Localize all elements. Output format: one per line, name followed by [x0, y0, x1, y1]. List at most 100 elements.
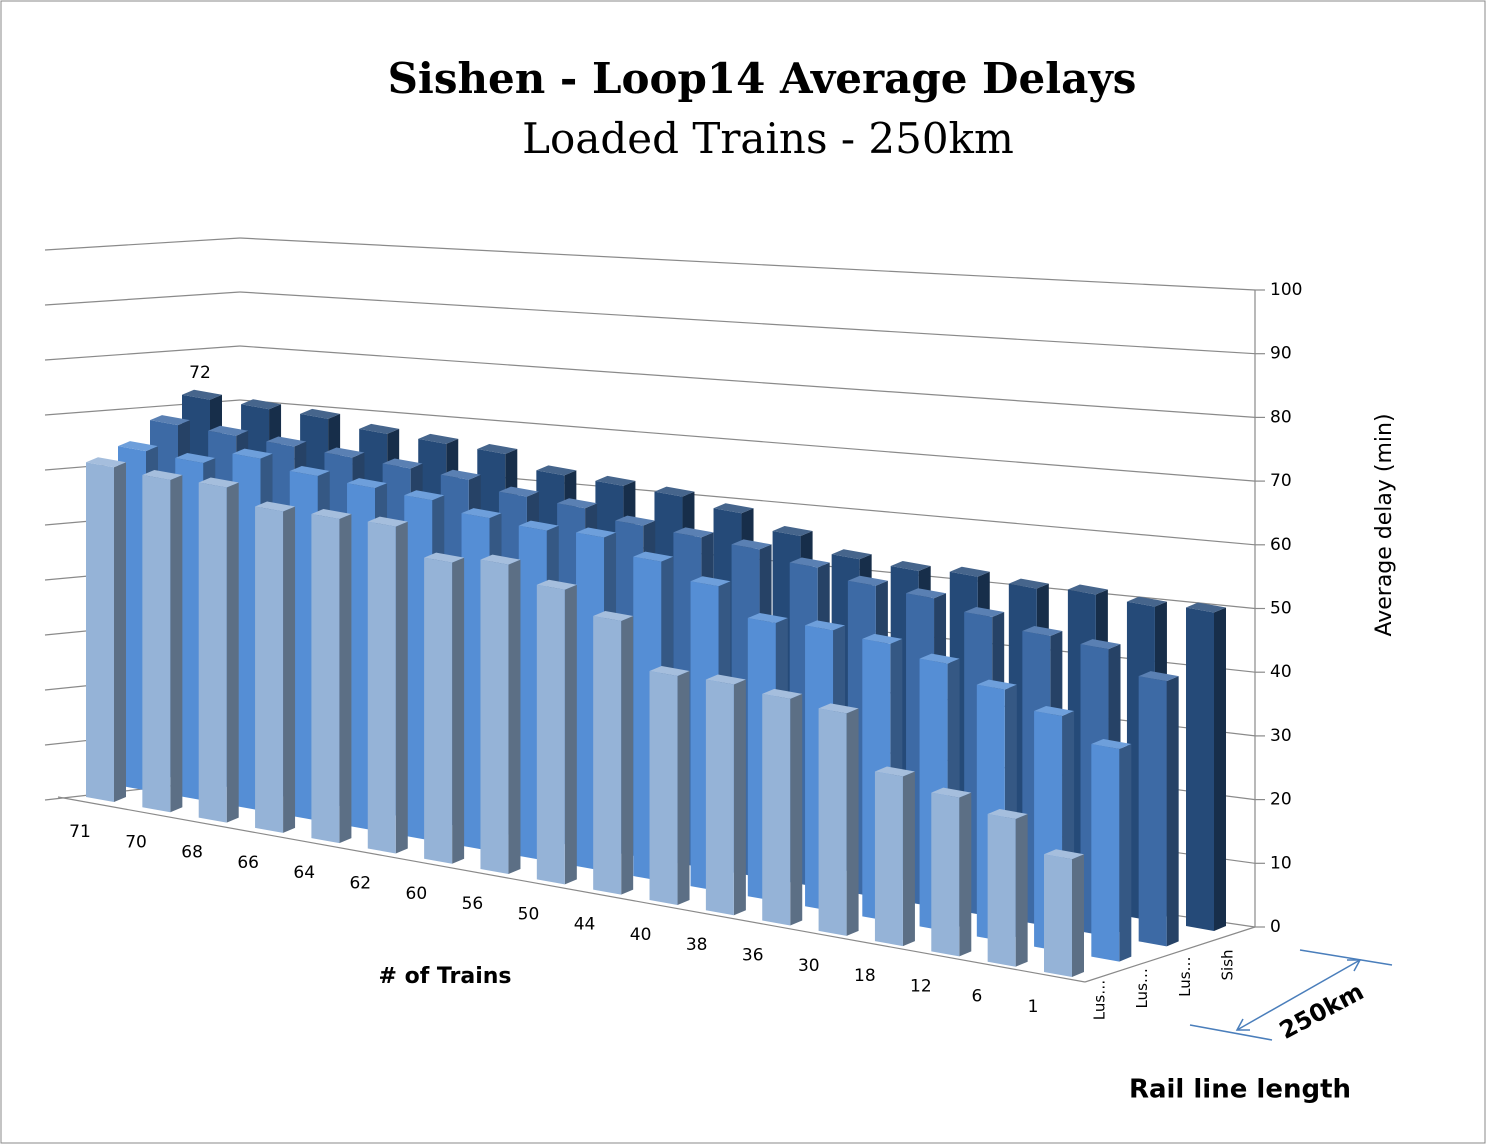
bar-top — [289, 466, 330, 477]
bar — [198, 477, 239, 823]
y-tick-label: 100 — [1270, 280, 1302, 300]
grid-line — [44, 291, 241, 306]
bar-top — [404, 490, 445, 501]
bar-side — [846, 708, 859, 936]
bar-top — [747, 613, 788, 624]
bar-top — [266, 436, 307, 447]
y-axis-label: Average delay (min) — [1372, 413, 1397, 636]
bar-top — [862, 633, 903, 644]
x-tick-label: 66 — [237, 853, 259, 873]
y-tick-label: 80 — [1270, 407, 1292, 427]
bar-top — [595, 475, 636, 486]
bar-top — [477, 443, 518, 454]
bar-front — [367, 521, 396, 854]
bar-top — [359, 423, 400, 434]
bar — [1044, 849, 1084, 977]
x-tick-label: 18 — [854, 966, 876, 986]
bar-top — [300, 408, 341, 419]
bar-side — [226, 482, 239, 823]
bar-top — [874, 766, 915, 777]
bar-side — [170, 475, 183, 813]
x-tick-label: 68 — [181, 843, 203, 863]
bar-side — [508, 559, 521, 875]
bar-front — [874, 771, 903, 947]
bar-top — [1186, 602, 1226, 613]
bar-top — [633, 551, 674, 562]
bar — [142, 470, 183, 813]
bar-front — [232, 453, 261, 811]
bar — [818, 703, 859, 936]
bar-side — [283, 506, 296, 833]
bar — [255, 501, 296, 833]
bar-front — [424, 557, 453, 864]
bar-top — [906, 588, 947, 599]
bar — [987, 809, 1028, 967]
grid-line — [239, 291, 1256, 355]
bar-top — [440, 469, 481, 480]
bar-top — [418, 433, 459, 444]
bar-side — [452, 557, 465, 864]
bar-side — [1119, 743, 1132, 962]
bar-front — [1138, 676, 1167, 947]
bar-top — [536, 465, 577, 476]
bar-side — [1072, 854, 1084, 977]
bar-top — [424, 552, 465, 563]
y-tick-label: 0 — [1270, 917, 1281, 937]
bar-side — [1015, 814, 1028, 967]
bar-side — [564, 584, 577, 885]
bar-front — [289, 471, 318, 821]
x-tick-label: 60 — [406, 884, 428, 904]
bar — [874, 766, 915, 947]
bar-top — [1126, 596, 1167, 607]
bar-front — [705, 679, 734, 916]
bar-side — [677, 670, 690, 905]
bar-top — [518, 520, 559, 531]
grid-line — [44, 237, 241, 251]
bar-top — [964, 607, 1005, 618]
grid-line — [239, 399, 1256, 482]
series-label: Lus… — [1176, 956, 1194, 996]
bar-top — [831, 549, 872, 560]
bar-top — [536, 579, 577, 590]
bar-top — [890, 560, 931, 571]
bar-front — [762, 693, 791, 926]
bar-top — [818, 703, 859, 714]
bar — [367, 516, 408, 854]
data-label: 72 — [189, 363, 211, 383]
bar — [311, 509, 352, 844]
bar-top — [347, 478, 388, 489]
bar-top — [949, 566, 990, 577]
y-tick-label: 70 — [1270, 471, 1292, 491]
bar-top — [576, 527, 617, 538]
x-tick-label: 6 — [972, 987, 983, 1007]
bar-side — [395, 521, 408, 854]
bar-top — [382, 458, 423, 469]
x-axis-label: # of Trains — [378, 964, 511, 989]
bar-front — [1044, 854, 1072, 977]
y-tick-label: 20 — [1270, 790, 1292, 810]
bar-top — [731, 539, 772, 550]
bar-top — [142, 470, 183, 481]
x-tick-label: 40 — [630, 925, 652, 945]
y-tick-label: 40 — [1270, 662, 1292, 682]
bar — [593, 610, 634, 895]
bar-front — [818, 708, 847, 936]
bar-front — [86, 462, 114, 802]
bar-top — [976, 679, 1017, 690]
bar-top — [367, 516, 408, 527]
x-tick-label: 36 — [742, 946, 764, 966]
bar-front — [311, 514, 340, 844]
bar-side — [733, 679, 746, 916]
z-axis — [1084, 926, 1256, 983]
bar-front — [649, 670, 678, 905]
z-axis-label: Rail line length — [1129, 1075, 1351, 1105]
chart-title: Sishen - Loop14 Average Delays — [388, 54, 1137, 103]
bar — [1091, 738, 1132, 962]
y-tick-label: 50 — [1270, 599, 1292, 619]
bar-top — [1034, 705, 1075, 716]
bar-front — [931, 792, 960, 957]
chart-subtitle: Loaded Trains - 250km — [522, 114, 1014, 163]
bar-top — [182, 389, 222, 400]
bar-top — [762, 688, 803, 699]
